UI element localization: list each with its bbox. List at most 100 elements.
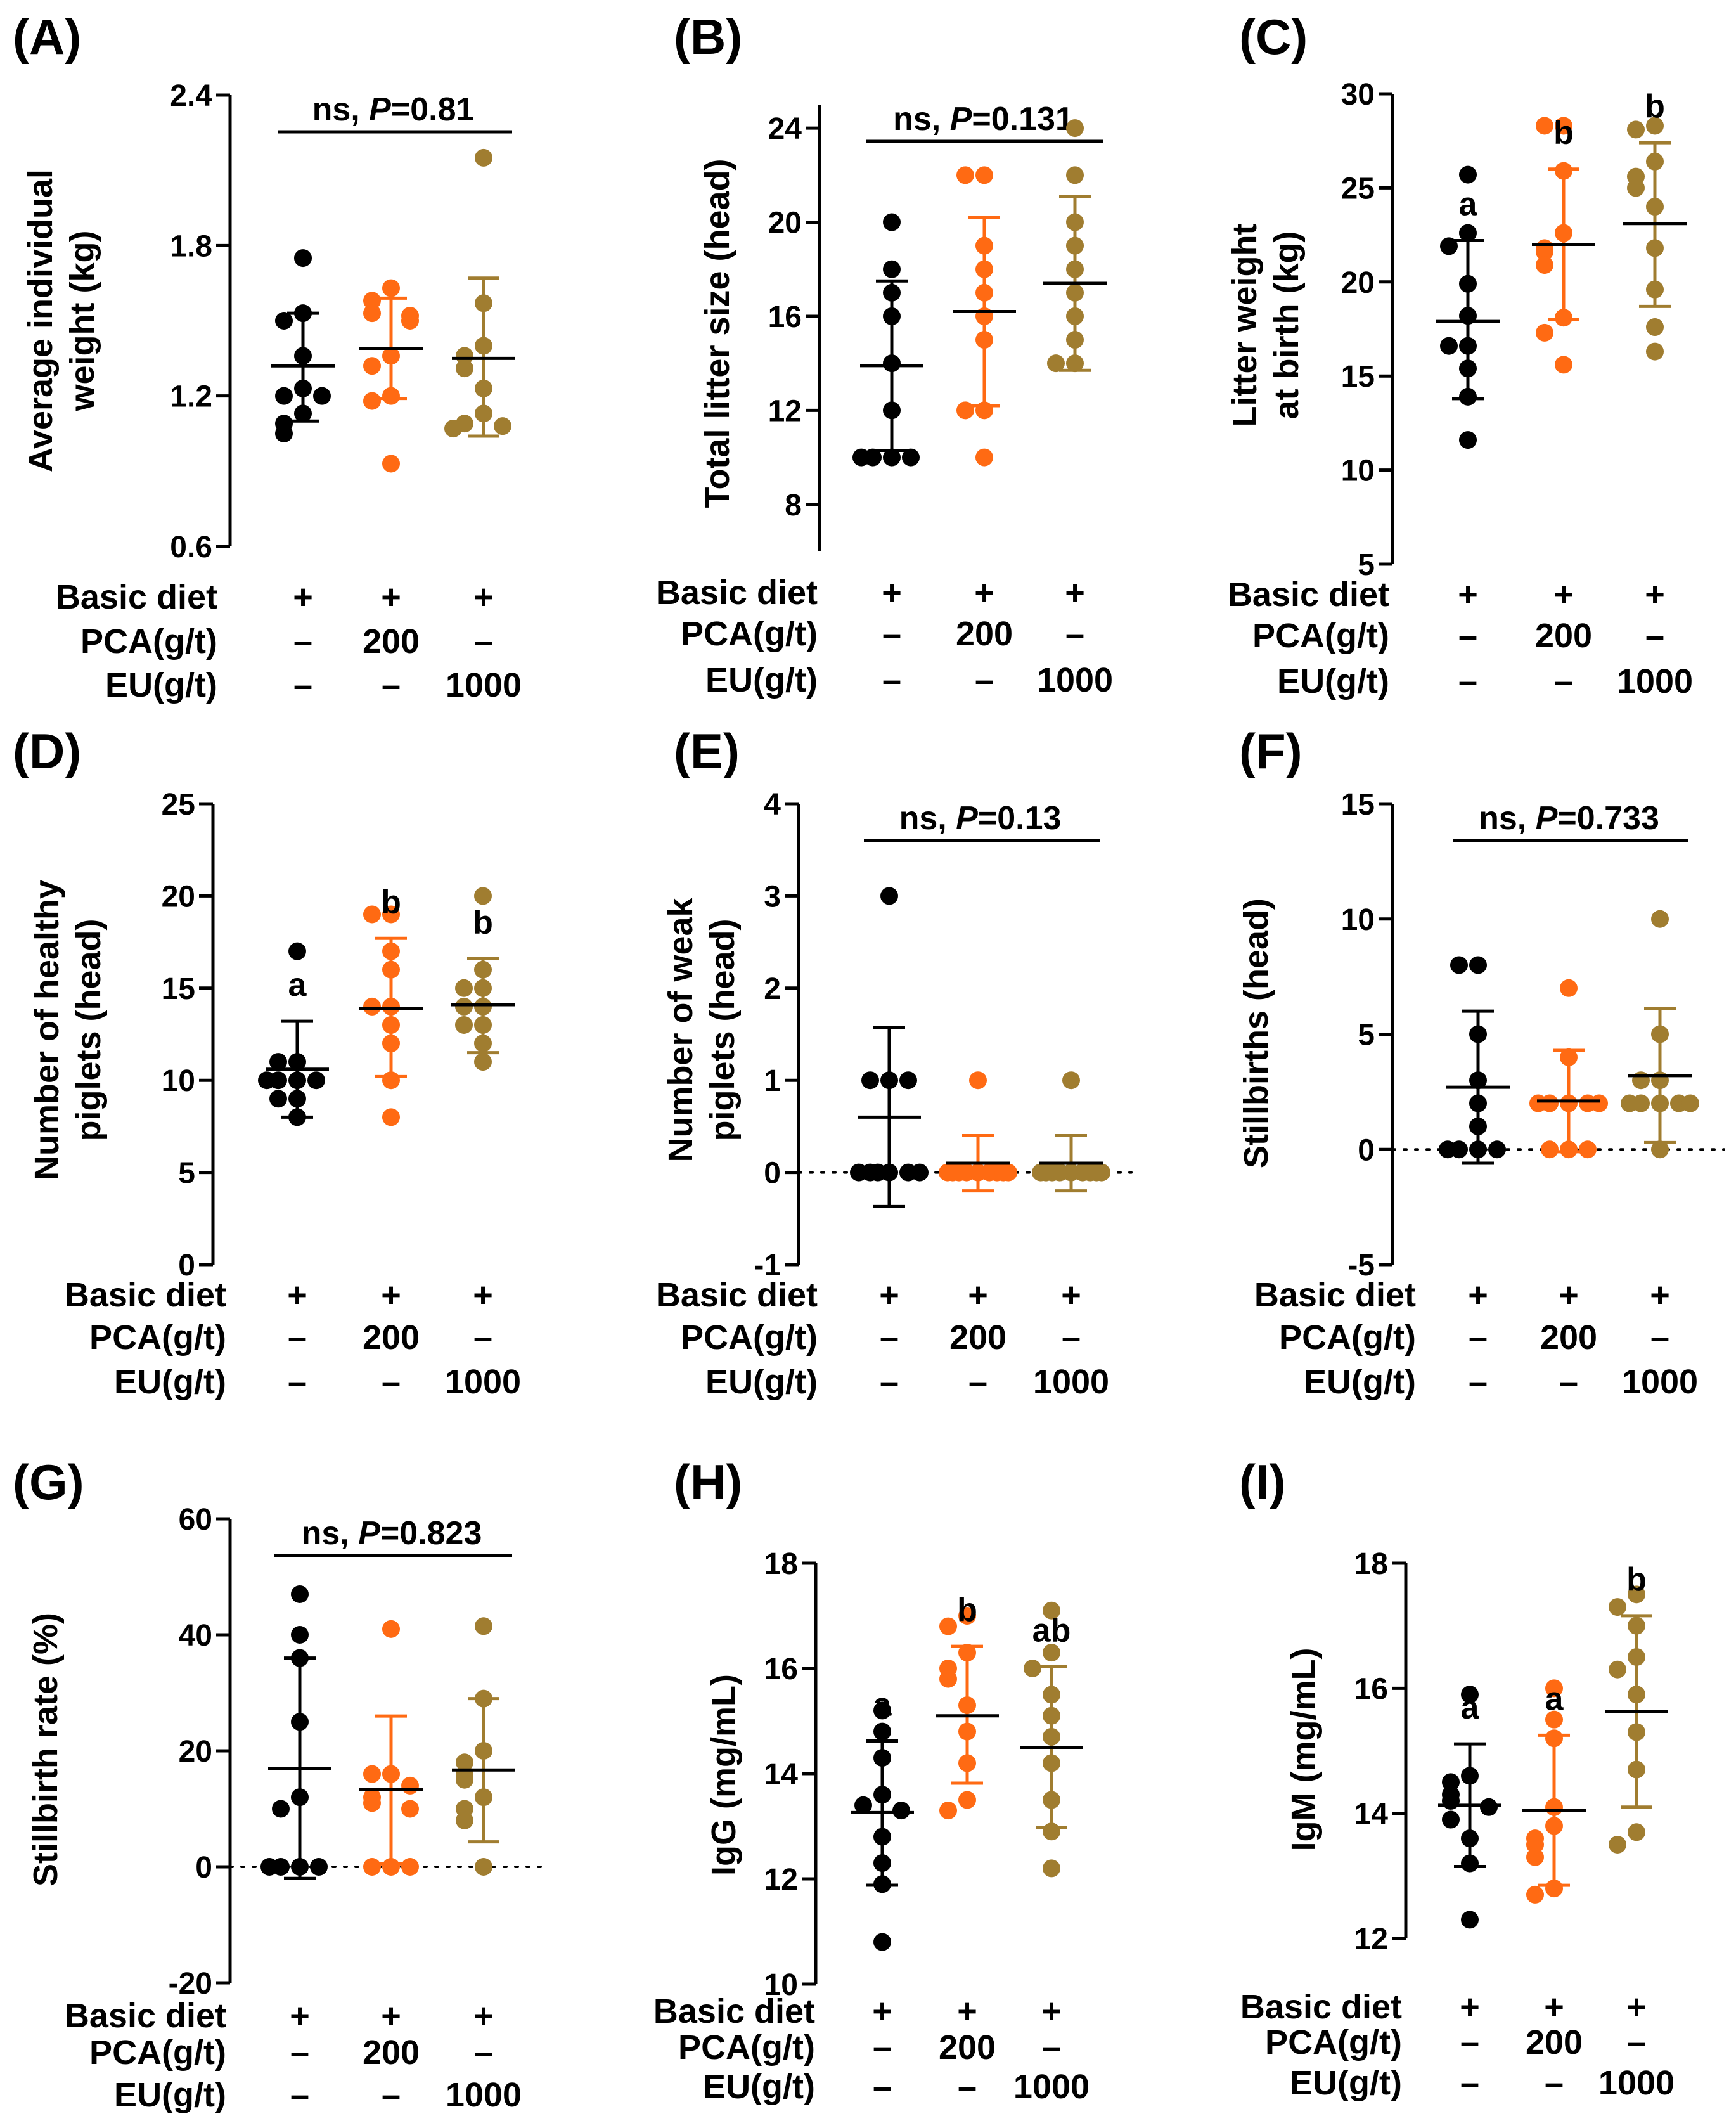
condition-cell: 200 — [949, 1319, 1006, 1357]
condition-cell: + — [1544, 1988, 1564, 2026]
condition-row-label: EU(g/t) — [114, 1363, 226, 1401]
y-tick-label: 5 — [178, 1157, 195, 1190]
data-point — [1560, 1048, 1578, 1066]
panel-label: (B) — [674, 9, 742, 65]
series-1 — [359, 1620, 423, 1876]
y-tick-label: 25 — [1341, 172, 1375, 205]
series-1 — [953, 166, 1016, 467]
data-point — [1440, 337, 1458, 355]
data-point — [1461, 1854, 1479, 1873]
data-point — [899, 1071, 917, 1090]
data-point — [880, 887, 898, 905]
data-point — [1646, 117, 1664, 135]
data-point — [1459, 337, 1477, 355]
condition-cell: – — [1469, 1319, 1488, 1357]
condition-row-label: EU(g/t) — [1304, 1363, 1416, 1401]
y-axis-label: Number of weak piglets (head) — [662, 897, 742, 1162]
condition-cell: + — [882, 574, 902, 612]
data-point — [382, 1071, 400, 1090]
data-point — [873, 1933, 891, 1951]
y-tick-label: 4 — [764, 788, 781, 822]
data-point — [260, 1858, 278, 1876]
y-axis-label-line: piglets (head) — [704, 919, 742, 1141]
data-point — [1646, 318, 1664, 337]
y-axis-label-line: Number of weak — [662, 897, 700, 1162]
condition-cell: 200 — [956, 615, 1013, 653]
y-tick-label: 12 — [768, 394, 802, 428]
data-point — [975, 448, 993, 467]
group-letter: b — [381, 884, 401, 920]
condition-row-label: PCA(g/t) — [80, 622, 217, 661]
condition-cell: – — [290, 2034, 309, 2072]
data-point — [1560, 1140, 1578, 1159]
y-tick-label: 0 — [195, 1851, 212, 1885]
condition-cell: – — [382, 2076, 401, 2114]
series-0 — [260, 1585, 331, 1880]
group-letter: a — [873, 1687, 892, 1724]
data-point — [873, 1722, 891, 1741]
condition-row-label: Basic diet — [1240, 1988, 1402, 2026]
condition-row-label: EU(g/t) — [105, 666, 217, 704]
data-point — [902, 448, 920, 467]
y-tick-label: 1.8 — [170, 229, 212, 263]
condition-cell: 1000 — [445, 1363, 521, 1401]
condition-row-label: Basic diet — [656, 1276, 818, 1314]
y-tick-label: -20 — [169, 1967, 212, 2001]
data-point — [1628, 1616, 1645, 1635]
data-point — [873, 1701, 891, 1720]
data-point — [883, 448, 901, 467]
y-tick-label: 20 — [179, 1735, 212, 1769]
data-point — [382, 960, 400, 979]
data-point — [1459, 224, 1477, 242]
series-1 — [1529, 979, 1608, 1159]
panel-a: (A) 0.6 1.2 1.8 2.4 Average individual weight … — [13, 9, 522, 704]
condition-cell: + — [1650, 1276, 1670, 1314]
data-point — [288, 1090, 306, 1108]
series-1 — [939, 1071, 1017, 1193]
data-point — [1043, 1644, 1060, 1662]
y-axis-label-line: Stillbirth rate (%) — [27, 1613, 65, 1886]
y-tick-label: -1 — [754, 1249, 781, 1282]
y-axis-label-line: IgG (mg/mL) — [705, 1674, 743, 1876]
condition-cell: 1000 — [446, 2076, 522, 2114]
data-point — [382, 997, 400, 1016]
condition-cell: – — [1545, 2064, 1564, 2102]
condition-cell: – — [1458, 662, 1477, 700]
y-tick-label: 2 — [764, 972, 781, 1006]
data-point — [1066, 331, 1084, 349]
series-0: a — [258, 942, 329, 1126]
data-point — [873, 1749, 891, 1767]
data-point — [1555, 356, 1572, 374]
series-0: a — [1438, 1686, 1501, 1929]
series-2: b — [1605, 1561, 1668, 1854]
y-tick-label: 1.2 — [170, 380, 212, 414]
y-axis-label-line: Number of healthy — [28, 880, 66, 1180]
panel-g: (G) -20 0 20 40 60 Stillbirth rate (%) ns, P=0.… — [13, 1454, 545, 2114]
data-point — [363, 304, 381, 323]
y-tick-label: -5 — [1347, 1249, 1375, 1282]
panel-label: (I) — [1239, 1454, 1286, 1510]
significance-value: =0.823 — [380, 1515, 482, 1552]
group-letter: a — [1545, 1680, 1564, 1717]
data-point — [939, 1617, 957, 1635]
condition-cell: 1000 — [1013, 2068, 1090, 2106]
data-point — [1545, 1798, 1563, 1816]
data-point — [475, 1788, 492, 1807]
data-point — [1066, 119, 1084, 138]
condition-cell: – — [873, 2028, 892, 2067]
y-tick-label: 1 — [764, 1064, 781, 1098]
data-point — [1555, 117, 1572, 135]
data-point — [1439, 1140, 1456, 1159]
condition-cell: + — [1065, 574, 1085, 612]
data-point — [1440, 237, 1458, 255]
data-point — [1442, 1773, 1460, 1791]
data-point — [873, 1875, 891, 1893]
data-point — [475, 379, 492, 397]
data-point — [1088, 1163, 1105, 1182]
data-point — [269, 1053, 287, 1071]
data-point — [475, 1617, 492, 1635]
data-point — [1066, 236, 1084, 255]
